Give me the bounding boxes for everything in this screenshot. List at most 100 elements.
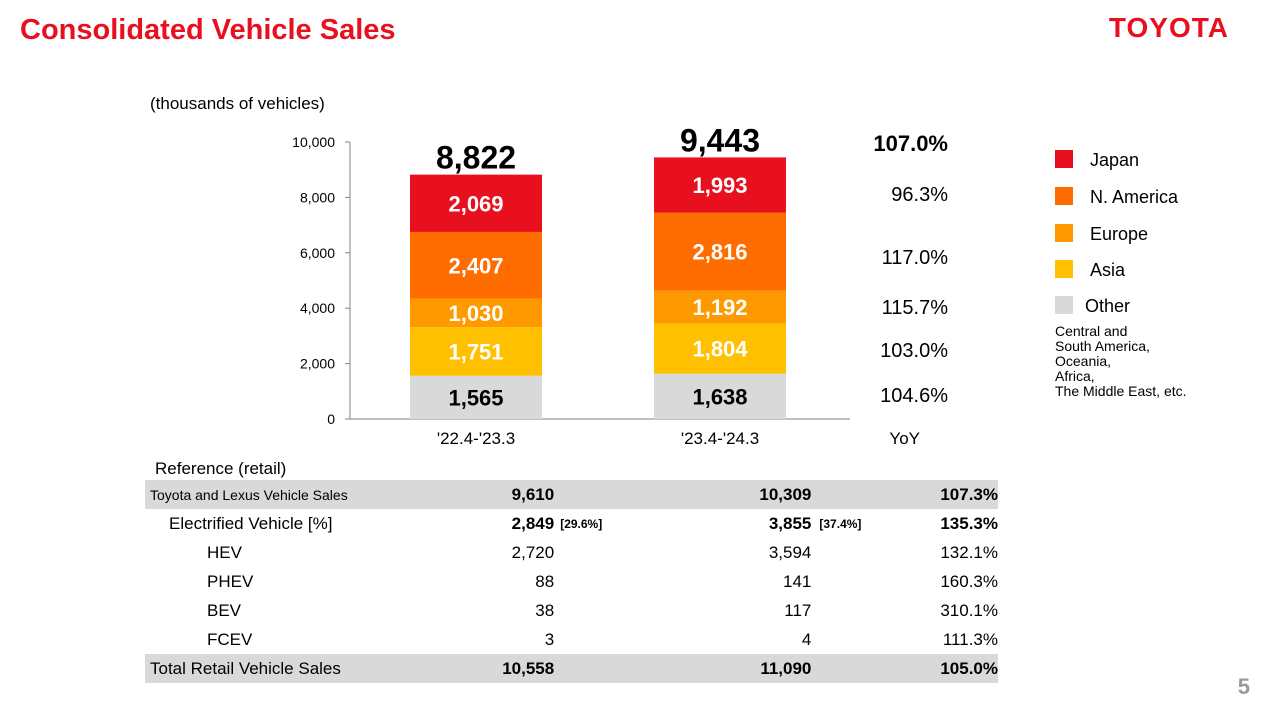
cell-share xyxy=(554,596,706,625)
table-row: Total Retail Vehicle Sales 10,558 11,090… xyxy=(145,654,998,683)
yoy-europe: 115.7% xyxy=(881,297,948,319)
cell-value: 4 xyxy=(801,629,812,649)
cell-value: 141 xyxy=(783,571,812,591)
reference-label: Reference (retail) xyxy=(155,459,287,478)
bar-segment-n-america xyxy=(410,231,542,299)
cell-value: 3,594 xyxy=(768,542,812,562)
stacked-bar-chart: 0 2,000 4,000 6,000 8,000 10,000 1,565 1,751 1,0… xyxy=(292,122,850,448)
bar-segment-asia xyxy=(410,327,542,376)
bar-value-label: 2,816 xyxy=(692,240,747,265)
bar-segment-n-america xyxy=(654,212,786,291)
yoy-total: 107.0% xyxy=(873,131,948,156)
cell-share: [29.6%] xyxy=(560,516,603,531)
bar-value-label: 1,565 xyxy=(448,385,503,410)
legend-note-line: The Middle East, etc. xyxy=(1055,383,1187,399)
bar-segment-other xyxy=(410,375,542,419)
cell-value: 88 xyxy=(535,571,555,591)
yoy-n-america: 117.0% xyxy=(881,247,948,269)
legend-swatch-asia xyxy=(1055,260,1073,278)
bar-value-label: 1,638 xyxy=(692,384,747,409)
legend-note-line: Oceania, xyxy=(1055,353,1112,369)
x-category-label: '22.4-'23.3 xyxy=(437,429,515,448)
legend-swatch-other xyxy=(1055,296,1073,314)
cell-value: 3 xyxy=(544,629,555,649)
yoy-japan: 96.3% xyxy=(891,184,948,206)
bar-value-label: 1,192 xyxy=(692,295,747,320)
cell-share xyxy=(554,625,706,654)
row-label: FCEV xyxy=(207,629,253,649)
page-number: 5 xyxy=(1237,674,1250,699)
bar-segment-other xyxy=(654,373,786,419)
legend-label: Other xyxy=(1085,296,1131,316)
cell-share xyxy=(811,567,907,596)
legend-label: Europe xyxy=(1090,224,1149,244)
row-label: Total Retail Vehicle Sales xyxy=(145,654,459,683)
legend-label: N. America xyxy=(1090,187,1179,207)
unit-label: (thousands of vehicles) xyxy=(150,94,325,113)
table-row: HEV 2,720 3,594 132.1% xyxy=(145,538,998,567)
cell-value: 2,720 xyxy=(511,542,555,562)
reference-table: Toyota and Lexus Vehicle Sales 9,610 10,… xyxy=(145,480,998,683)
toyota-logo: TOYOTA xyxy=(1108,12,1229,43)
legend-swatch-europe xyxy=(1055,224,1073,242)
legend-swatch-japan xyxy=(1055,150,1073,168)
cell-yoy: 135.3% xyxy=(940,513,998,533)
y-tick-label: 6,000 xyxy=(300,245,335,261)
row-label: PHEV xyxy=(207,571,254,591)
bar-segment-japan xyxy=(410,174,542,232)
cell-share xyxy=(554,480,706,509)
page-title: Consolidated Vehicle Sales xyxy=(20,14,396,46)
table-row: Toyota and Lexus Vehicle Sales 9,610 10,… xyxy=(145,480,998,509)
bar-value-label: 2,407 xyxy=(448,253,503,278)
cell-share xyxy=(811,538,907,567)
yoy-asia: 103.0% xyxy=(880,340,948,362)
cell-yoy: 132.1% xyxy=(940,542,998,562)
bar-value-label: 2,069 xyxy=(448,191,503,216)
cell-share xyxy=(811,654,908,683)
cell-yoy: 160.3% xyxy=(940,571,998,591)
table-row: FCEV 3 4 111.3% xyxy=(145,625,998,654)
bar-total-label: 9,443 xyxy=(680,122,760,158)
cell-share xyxy=(811,625,907,654)
cell-value: 10,309 xyxy=(705,480,812,509)
cell-share xyxy=(554,654,706,683)
bar-value-label: 1,030 xyxy=(448,301,503,326)
yoy-other: 104.6% xyxy=(880,385,948,407)
bar-value-label: 1,993 xyxy=(692,173,747,198)
x-category-label: '23.4-'24.3 xyxy=(681,429,759,448)
cell-value: 11,090 xyxy=(705,654,812,683)
legend-label: Asia xyxy=(1090,260,1126,280)
cell-value: 10,558 xyxy=(458,654,555,683)
yoy-header: YoY xyxy=(889,429,920,448)
cell-yoy: 107.3% xyxy=(907,480,998,509)
bar-segment-europe xyxy=(654,290,786,324)
y-tick-label: 10,000 xyxy=(292,134,335,150)
y-tick-label: 0 xyxy=(327,411,335,427)
y-tick-label: 4,000 xyxy=(300,300,335,316)
legend-note-line: Africa, xyxy=(1055,368,1095,384)
y-tick-label: 2,000 xyxy=(300,356,335,372)
legend-label: Japan xyxy=(1090,150,1140,170)
legend-other-note: Central and South America, Oceania, Afri… xyxy=(1055,324,1235,399)
row-label: Electrified Vehicle [%] xyxy=(169,513,333,533)
cell-share xyxy=(811,596,907,625)
legend-note-line: South America, xyxy=(1055,338,1150,354)
cell-share xyxy=(554,567,706,596)
legend-note-line: Central and xyxy=(1055,323,1128,339)
bar-segment-europe xyxy=(410,298,542,328)
bar-segment-japan xyxy=(654,157,786,213)
cell-yoy: 105.0% xyxy=(907,654,998,683)
cell-yoy: 111.3% xyxy=(942,629,998,649)
row-label: BEV xyxy=(207,600,242,620)
bar-value-label: 1,751 xyxy=(448,339,503,364)
table-row: PHEV 88 141 160.3% xyxy=(145,567,998,596)
bar-segment-asia xyxy=(654,323,786,374)
cell-share xyxy=(554,538,706,567)
y-tick-label: 8,000 xyxy=(300,189,335,205)
table-row: Electrified Vehicle [%] 2,849 [29.6%] 3,… xyxy=(145,509,998,538)
cell-value: 117 xyxy=(784,600,812,620)
bar-total-label: 8,822 xyxy=(436,140,516,176)
row-label: Toyota and Lexus Vehicle Sales xyxy=(145,480,459,509)
legend-swatch-n-america xyxy=(1055,187,1073,205)
cell-value: 9,610 xyxy=(458,480,555,509)
